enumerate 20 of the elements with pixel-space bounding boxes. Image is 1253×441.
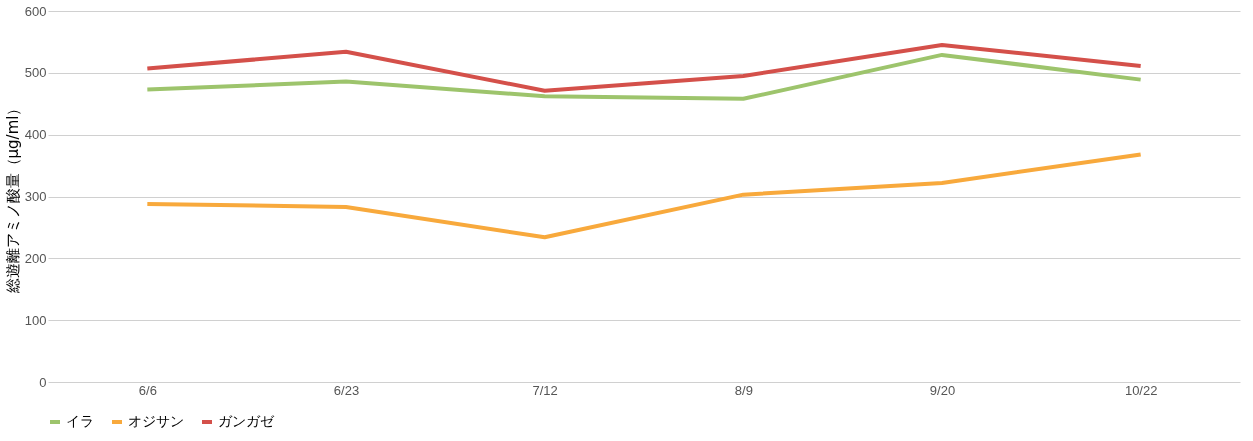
y-tick-label: 0	[39, 374, 47, 390]
x-tick-label: 9/20	[929, 382, 956, 398]
legend-label: ガンガゼ	[218, 413, 275, 429]
legend-label: オジサン	[128, 413, 184, 429]
x-tick-label: 10/22	[1124, 382, 1158, 398]
y-tick-label: 200	[24, 250, 47, 266]
y-tick-label: 300	[24, 189, 47, 204]
line-series	[145, 152, 1143, 240]
y-tick-label: 500	[24, 65, 47, 81]
x-tick-label: 8/9	[734, 382, 753, 398]
x-tick-label: 7/12	[532, 382, 558, 398]
x-tick-label: 6/23	[333, 382, 360, 398]
y-tick-label: 100	[24, 312, 47, 328]
legend-label: イラ	[66, 413, 94, 429]
x-tick-label: 6/6	[138, 382, 157, 398]
y-tick-label: 600	[24, 3, 47, 19]
y-tick-label: 400	[24, 127, 47, 143]
line-series	[145, 43, 1143, 93]
line-series	[145, 52, 1143, 101]
y-axis-title: 総遊離アミノ酸量（μg/ml）	[3, 100, 22, 295]
